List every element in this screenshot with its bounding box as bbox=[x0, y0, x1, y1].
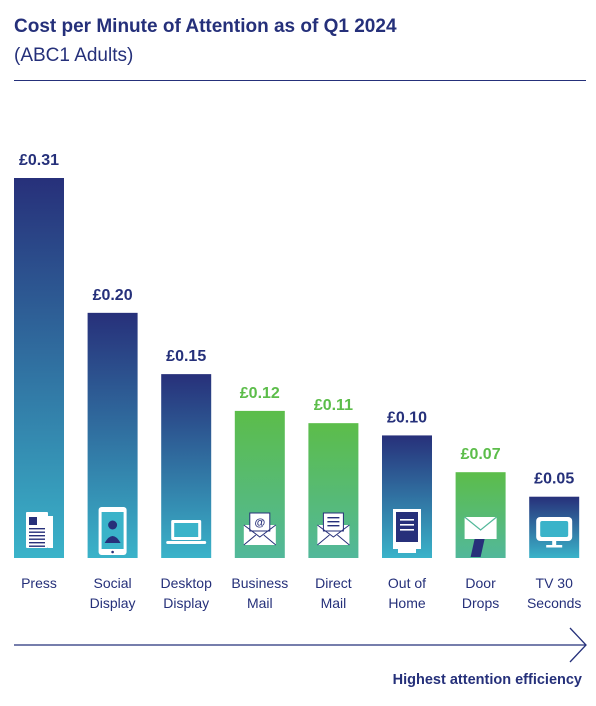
icons-layer: @ bbox=[26, 507, 573, 557]
smartphone-icon bbox=[98, 507, 127, 555]
category-label: Out of Home bbox=[388, 575, 426, 611]
value-label: £0.15 bbox=[166, 348, 206, 365]
category-label: TV 30 Seconds bbox=[527, 575, 581, 611]
value-label: £0.31 bbox=[19, 152, 59, 169]
value-label: £0.12 bbox=[240, 385, 280, 402]
value-label: £0.20 bbox=[93, 287, 133, 304]
title-divider bbox=[14, 80, 586, 81]
category-label: Door Drops bbox=[462, 575, 499, 611]
value-label: £0.10 bbox=[387, 409, 427, 426]
category-label: Direct Mail bbox=[315, 575, 352, 611]
efficiency-label: Highest attention efficiency bbox=[392, 672, 582, 688]
category-label: Press bbox=[21, 575, 57, 591]
value-label: £0.05 bbox=[534, 471, 574, 488]
value-label: £0.11 bbox=[314, 397, 353, 414]
laptop-icon bbox=[166, 520, 207, 544]
letterbox-icon bbox=[464, 516, 497, 557]
letter-envelope-icon bbox=[317, 512, 350, 546]
category-label: Desktop Display bbox=[161, 575, 213, 611]
bars-layer bbox=[14, 178, 580, 558]
category-label: Social Display bbox=[90, 575, 136, 611]
bar-press bbox=[14, 178, 64, 558]
category-label: Business Mail bbox=[231, 575, 288, 611]
newspaper-icon bbox=[26, 512, 53, 548]
chart-subtitle: (ABC1 Adults) bbox=[14, 45, 134, 66]
svg-text:@: @ bbox=[254, 517, 265, 529]
chart-title: Cost per Minute of Attention as of Q1 20… bbox=[14, 16, 397, 37]
tv-icon bbox=[536, 517, 573, 548]
billboard-icon bbox=[393, 509, 421, 553]
efficiency-arrow bbox=[14, 627, 587, 663]
value-label: £0.07 bbox=[461, 446, 501, 463]
labels-layer: £0.31 Press £0.20 Social Display £0.15 Desktop… bbox=[19, 152, 581, 611]
email-envelope-icon: @ bbox=[243, 512, 277, 546]
